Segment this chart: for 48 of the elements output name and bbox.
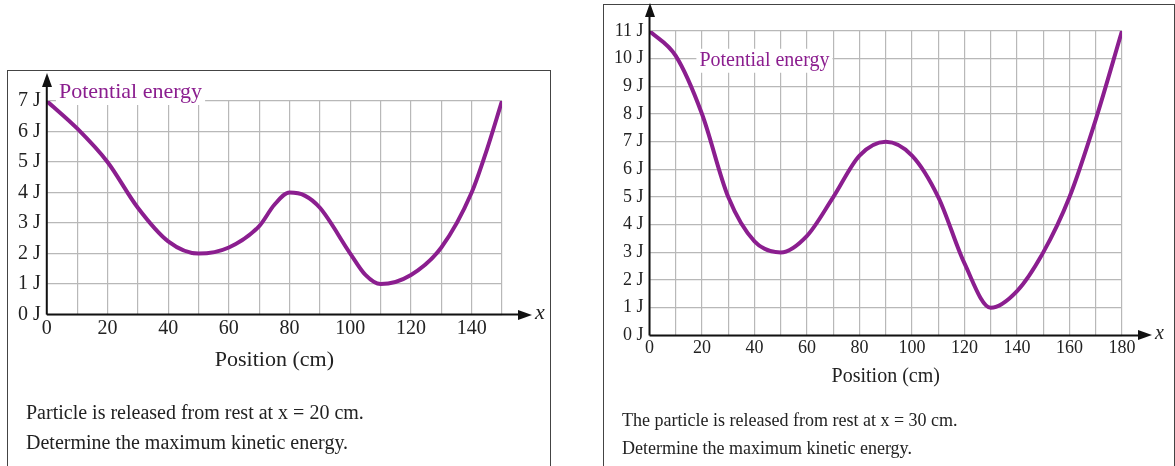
x-tick-label: 40 xyxy=(745,336,764,357)
y-tick-label: 9 J xyxy=(622,75,644,96)
y-tick-label: 5 J xyxy=(622,185,644,206)
y-tick-label: 2 J xyxy=(622,268,644,289)
x-tick-label: 100 xyxy=(898,336,926,357)
y-tick-label: 4 J xyxy=(622,213,644,234)
x-tick-label: 180 xyxy=(1108,336,1136,357)
y-tick-label: 2 J xyxy=(17,240,41,263)
y-tick-label: 0 J xyxy=(17,301,41,324)
text: x xyxy=(1155,321,1164,344)
text: The particle is released from rest at x = 30 cm. xyxy=(622,410,958,431)
x-tick-label: 0 xyxy=(41,315,52,338)
series-label: Potential energy xyxy=(58,77,203,103)
x-tick-label: 60 xyxy=(218,315,239,338)
x-tick-label: 120 xyxy=(951,336,978,357)
y-tick-label: 7 J xyxy=(17,88,41,111)
text: x xyxy=(535,298,545,324)
x-tick-label: 140 xyxy=(456,315,487,338)
text: Determine the maximum kinetic energy. xyxy=(26,431,349,454)
x-axis-title: Position (cm) xyxy=(831,364,940,388)
text: Particle is released from rest at x = 20 cm. xyxy=(26,401,364,424)
x-tick-label: 140 xyxy=(1003,336,1031,357)
x-tick-label: 80 xyxy=(279,315,300,338)
x-tick-label: 120 xyxy=(395,315,426,338)
y-tick-label: 10 J xyxy=(613,47,644,68)
x-tick-label: 0 xyxy=(645,336,654,357)
x-tick-label: 60 xyxy=(798,336,816,357)
y-tick-label: 6 J xyxy=(17,118,41,141)
x-tick-label: 20 xyxy=(693,336,711,357)
y-tick-label: 8 J xyxy=(622,102,644,123)
y-tick-label: 4 J xyxy=(17,179,41,202)
x-tick-label: 20 xyxy=(97,315,118,338)
x-tick-label: 160 xyxy=(1056,336,1083,357)
text: Determine the maximum kinetic energy. xyxy=(622,438,912,459)
y-tick-label: 11 J xyxy=(614,19,644,40)
y-tick-label: 0 J xyxy=(622,324,644,345)
x-tick-label: 80 xyxy=(850,336,869,357)
y-tick-label: 3 J xyxy=(622,241,644,262)
y-tick-label: 5 J xyxy=(17,149,41,172)
y-tick-label: 6 J xyxy=(622,158,644,179)
series-label: Potential energy xyxy=(699,47,830,71)
y-tick-label: 7 J xyxy=(622,130,644,151)
x-tick-label: 100 xyxy=(335,315,366,338)
x-tick-label: 40 xyxy=(158,315,179,338)
y-tick-label: 3 J xyxy=(17,210,41,233)
y-tick-label: 1 J xyxy=(17,271,41,294)
x-axis-title: Position (cm) xyxy=(214,345,334,371)
y-tick-label: 1 J xyxy=(622,296,644,317)
